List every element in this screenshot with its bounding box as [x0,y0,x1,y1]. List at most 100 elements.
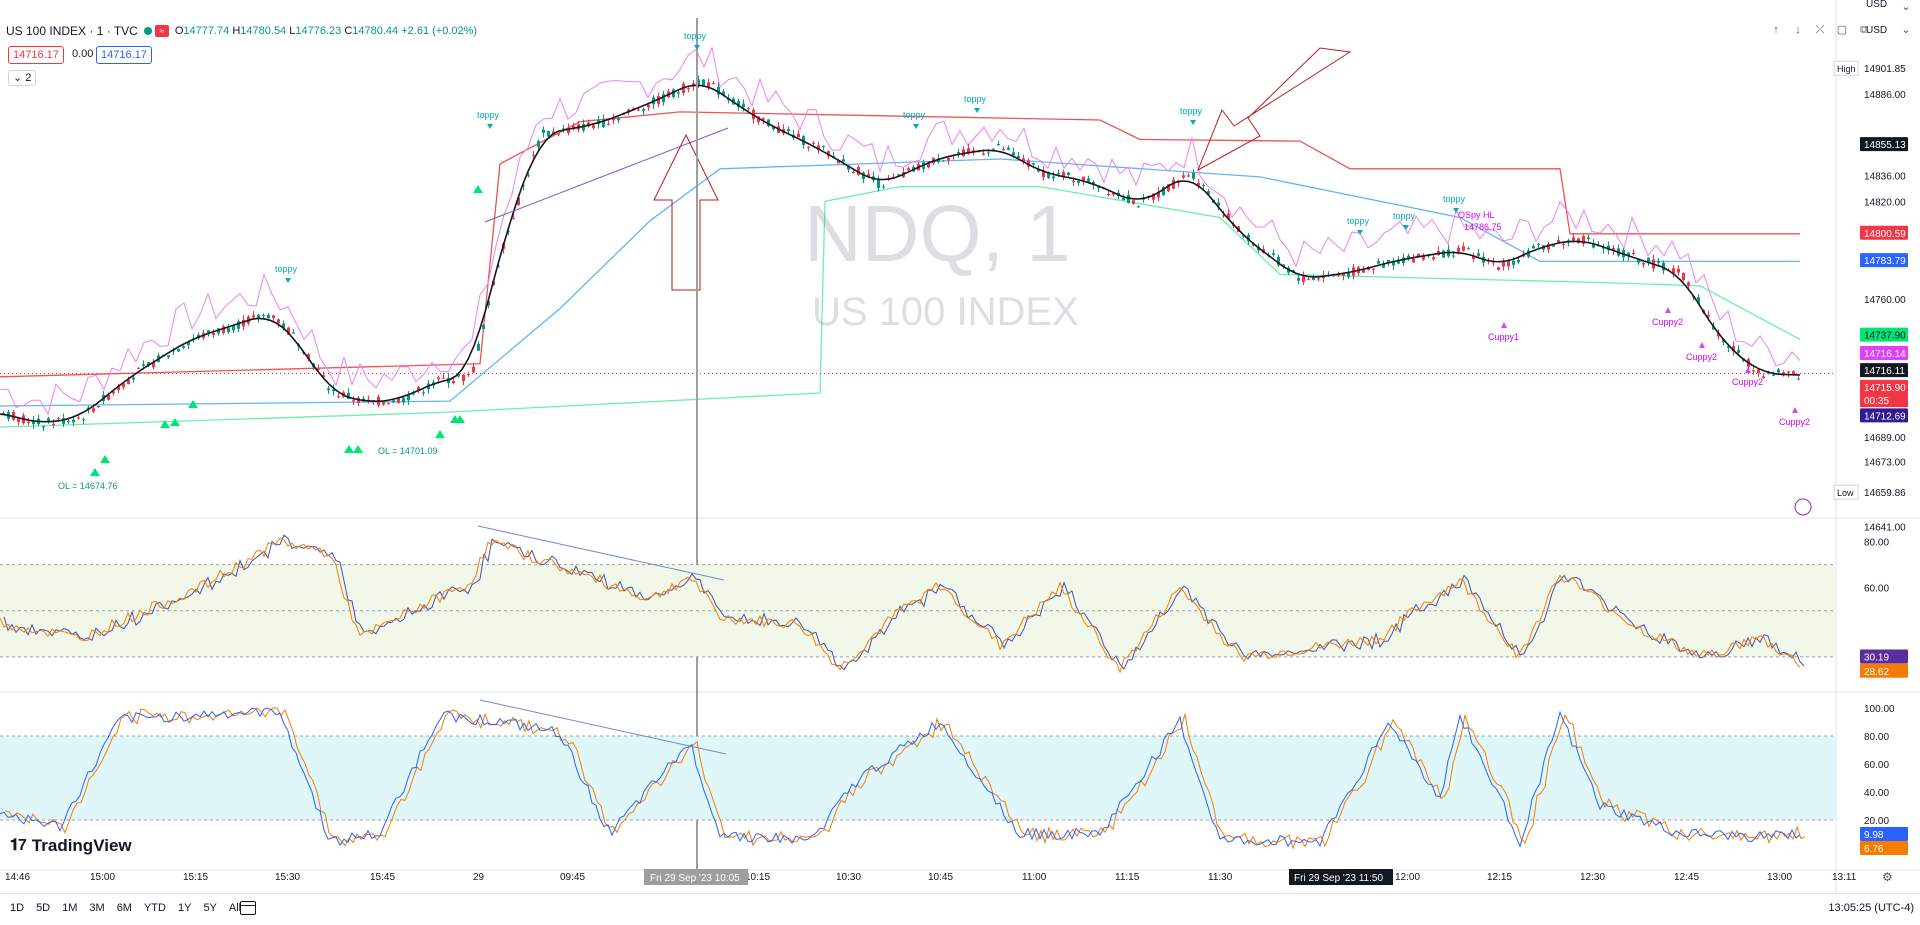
candle [832,155,835,157]
candle [257,314,260,319]
indicators-collapse-toggle[interactable]: ⌄ 2 [8,70,37,86]
candle [367,399,370,401]
tradingview-logo[interactable]: 𝟏7 TradingView [10,836,132,856]
candle [882,186,885,188]
price-axis-label-bg [1860,61,1908,76]
candle [1587,237,1590,240]
watermark-name: US 100 INDEX [812,290,1079,334]
candle [757,116,760,123]
clock-readout[interactable]: 13:05:25 (UTC-4) [1828,902,1914,914]
candle [852,172,855,174]
range-button-5y[interactable]: 5Y [203,902,217,914]
candle [1752,370,1755,372]
toppy-label: toppy [1347,216,1370,226]
candle [797,133,800,138]
rsi-axis-label-bg [1860,649,1908,664]
price-axis-label-bg [1860,379,1908,394]
range-button-1m[interactable]: 1M [62,902,78,914]
candle [1792,371,1795,375]
high-value: 14780.54 [240,25,287,37]
stoch-axis-label: 40.00 [1864,788,1889,799]
close-icon[interactable]: ⤫ [1815,24,1825,36]
buy-up-triangle-icon [435,430,445,438]
candle [117,386,120,391]
candle [937,158,940,163]
sell-button[interactable]: 14716.17 [8,46,64,64]
ol-label-2: OL = 14701.09 [378,446,437,456]
range-button-5d[interactable]: 5D [36,902,51,914]
candle [762,118,765,120]
cuppy-up-triangle-icon [1665,307,1671,313]
price-axis-label: 14800.59 [1864,229,1906,240]
time-axis-tick: 13:11 [1832,872,1857,883]
candle [1047,172,1050,178]
watermark-symbol: NDQ, 1 [804,189,1071,278]
candle [542,129,545,133]
close-value: 14780.44 [352,25,399,37]
price-axis-label: 14712.69 [1864,411,1906,422]
candle [1797,378,1800,380]
range-button-all[interactable]: All [228,902,242,914]
candle [1072,180,1075,183]
time-axis-tick: 12:15 [1487,872,1512,883]
rsi-signal-line [3,534,1805,671]
candle [807,146,810,148]
restore-icon[interactable]: ⧉ [1860,24,1868,36]
range-button-6m[interactable]: 6M [116,902,132,914]
candle [1222,215,1225,217]
spread-value: 0.00 [72,48,94,60]
candle [972,150,975,152]
candle [1687,282,1690,286]
chevron-down-icon[interactable]: ⌄ [1901,24,1911,36]
cuppy-up-triangle-icon [1501,322,1507,328]
symbol-title[interactable]: US 100 INDEX · 1 · TVC [6,24,138,38]
candle [82,419,85,421]
range-button-1d[interactable]: 1D [10,902,25,914]
candle [1312,277,1315,280]
calendar-icon[interactable] [240,901,256,915]
candle [1372,268,1375,270]
maximize-icon[interactable]: ▢ [1836,24,1848,36]
price-axis-label-bg [1860,485,1908,500]
candle [392,400,395,403]
range-button-ytd[interactable]: YTD [143,902,166,914]
currency-label[interactable]: USD [1866,25,1888,36]
open-value: 14777.74 [183,25,230,37]
chevron-down-icon[interactable]: ⌄ [1901,1,1911,13]
range-button-1y[interactable]: 1Y [177,902,192,914]
candle [1007,147,1010,150]
price-axis-label: 14716.11 [1864,366,1905,377]
candle [1337,274,1340,276]
candle [737,100,740,107]
price-axis-label-bg [1860,393,1908,408]
candle [1122,197,1125,201]
stoch-band [0,736,1836,820]
candle [717,86,720,95]
candle [842,159,845,162]
candle [1717,333,1720,337]
currency-label-top[interactable]: USD [1866,0,1888,10]
arrow-up-icon[interactable]: ↑ [1773,24,1779,36]
candle [222,326,225,334]
buy-up-triangle-icon [344,445,354,453]
candle [822,145,825,147]
candle [1227,213,1230,219]
candle [137,367,140,369]
price-axis-label: 14659.86 [1864,488,1906,499]
buy-button[interactable]: 14716.17 [96,46,152,64]
price-axis-label-tag-bg [1833,484,1859,500]
candle [92,408,95,412]
candle [1192,172,1195,179]
candle [692,83,695,87]
cuppy-label: Cuppy1 [1488,332,1519,342]
candle [287,327,290,335]
change-value: +2.61 (+0.02%) [401,25,478,37]
candle [747,108,750,110]
range-button-3m[interactable]: 3M [89,902,105,914]
price-axis-label-tag: Low [1837,488,1854,498]
arrow-down-icon[interactable]: ↓ [1795,24,1801,36]
stoch-axis-label: 60.00 [1864,760,1889,771]
crosshair-time-label: Fri 29 Sep '23 10:05 [650,873,740,884]
price-axis-label: 14836.00 [1864,171,1906,182]
